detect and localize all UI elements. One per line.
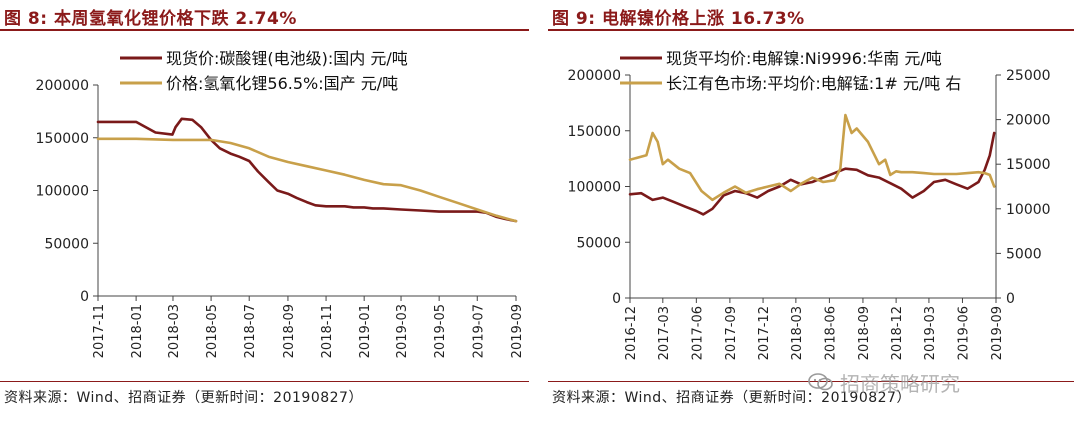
left-x-tick-label: 2019-07 bbox=[471, 304, 486, 358]
left-x-tick-label: 2018-09 bbox=[282, 304, 297, 358]
left-x-tick-label: 2019-03 bbox=[395, 304, 410, 358]
left-y-tick-label: 150000 bbox=[36, 131, 89, 147]
right-x-tick-label: 2016-12 bbox=[624, 306, 639, 360]
right-y2-tick-label: 0 bbox=[1006, 291, 1015, 307]
left-line-chart: 0 50000 100000 150000 200000 2017-11 2018-01 20… bbox=[36, 49, 525, 358]
left-y-tick-label: 0 bbox=[80, 289, 89, 305]
left-figure-title: 图 8: 本周氢氧化锂价格下跌 2.74% bbox=[4, 9, 297, 29]
left-x-tick-label: 2018-01 bbox=[130, 304, 145, 358]
right-x-tick-label: 2018-12 bbox=[890, 306, 905, 360]
right-legend-label-1: 现货平均价:电解镍:Ni9996:华南 元/吨 bbox=[666, 49, 942, 68]
right-title-rule bbox=[548, 29, 1074, 31]
left-source-rule bbox=[0, 381, 529, 382]
right-y-tick-label: 150000 bbox=[568, 124, 621, 140]
left-x-tick-label: 2019-05 bbox=[433, 304, 448, 358]
left-series-line-1 bbox=[96, 117, 518, 223]
left-x-tick-label: 2018-05 bbox=[205, 304, 220, 358]
right-x-tick-label: 2019-06 bbox=[956, 306, 971, 360]
right-y2-tick-label: 10000 bbox=[1006, 202, 1051, 218]
right-figure-title: 图 9: 电解镍价格上涨 16.73% bbox=[552, 9, 805, 29]
right-x-tick-label: 2017-12 bbox=[757, 306, 772, 360]
watermark-text: 招商策略研究 bbox=[840, 372, 960, 396]
right-line-chart: 0 50000 100000 150000 200000 0 5000 10000 15000 2… bbox=[568, 49, 1051, 360]
left-x-tick-label: 2018-11 bbox=[320, 304, 335, 358]
left-x-tick-label: 2018-07 bbox=[243, 304, 258, 358]
right-series-line-2 bbox=[628, 113, 996, 202]
right-x-tick-label: 2017-09 bbox=[724, 306, 739, 360]
left-x-tick-label: 2019-09 bbox=[510, 304, 525, 358]
right-x-tick-label: 2019-09 bbox=[990, 306, 1005, 360]
right-y2-tick-label: 15000 bbox=[1006, 157, 1051, 173]
left-legend-label-1: 现货价:碳酸锂(电池级):国内 元/吨 bbox=[166, 49, 408, 68]
right-x-tick-label: 2018-03 bbox=[790, 306, 805, 360]
left-y-tick-label: 50000 bbox=[44, 236, 89, 252]
right-legend-label-2: 长江有色市场:平均价:电解锰:1# 元/吨 右 bbox=[666, 74, 961, 93]
right-y2-tick-label: 25000 bbox=[1006, 68, 1051, 84]
left-source-note: 资料来源：Wind、招商证券（更新时间：20190827） bbox=[4, 390, 363, 406]
right-y-tick-label: 0 bbox=[612, 291, 621, 307]
right-source-note: 资料来源：Wind、招商证券（更新时间：20190827） bbox=[552, 390, 911, 406]
right-x-tick-label: 2017-03 bbox=[657, 306, 672, 360]
left-series-line-2 bbox=[96, 137, 518, 223]
left-panel: 图 8: 本周氢氧化锂价格下跌 2.74% 0 50000 100000 150000… bbox=[0, 0, 535, 431]
left-legend-label-2: 价格:氢氧化锂56.5%:国产 元/吨 bbox=[166, 74, 398, 93]
right-x-tick-label: 2019-03 bbox=[923, 306, 938, 360]
right-x-tick-label: 2018-09 bbox=[857, 306, 872, 360]
left-x-tick-label: 2017-11 bbox=[92, 304, 107, 358]
right-panel: 图 9: 电解镍价格上涨 16.73% 0 50000 100000 150000 20… bbox=[548, 0, 1080, 431]
right-y2-tick-label: 5000 bbox=[1006, 246, 1042, 262]
right-x-tick-label: 2017-06 bbox=[690, 306, 705, 360]
left-x-tick-label: 2019-01 bbox=[358, 304, 373, 358]
right-source-rule bbox=[548, 381, 1074, 382]
wechat-icon bbox=[808, 373, 833, 391]
left-x-tick-label: 2018-03 bbox=[167, 304, 182, 358]
right-y2-tick-label: 20000 bbox=[1006, 113, 1051, 129]
right-x-tick-label: 2018-06 bbox=[823, 306, 838, 360]
left-y-tick-label: 100000 bbox=[36, 184, 89, 200]
left-y-tick-label: 200000 bbox=[36, 78, 89, 94]
left-title-rule bbox=[0, 29, 529, 31]
right-y-tick-label: 200000 bbox=[568, 68, 621, 84]
right-y-tick-label: 100000 bbox=[568, 180, 621, 196]
right-y-tick-label: 50000 bbox=[576, 235, 621, 251]
